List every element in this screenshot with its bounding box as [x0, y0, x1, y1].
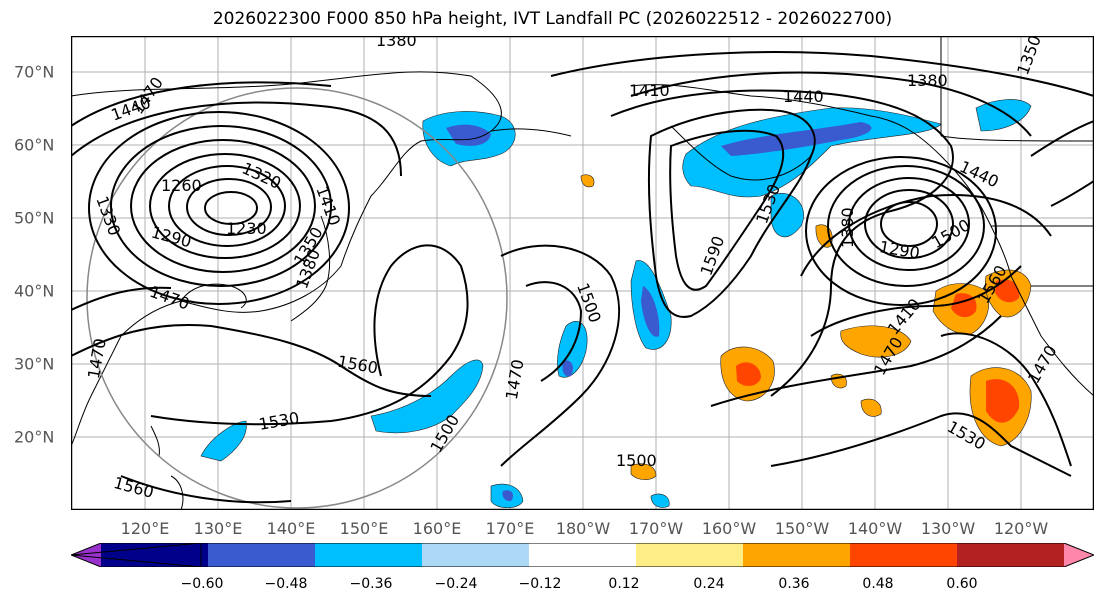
map-title: 2026022300 F000 850 hPa height, IVT Land… — [212, 9, 893, 29]
contour-label: 1500 — [616, 451, 657, 470]
lat-tick-label: 20°N — [14, 427, 55, 447]
colorbar-tick-label: 0.24 — [693, 576, 725, 592]
colorbar-outline — [71, 543, 202, 567]
colorbar-segment — [636, 543, 744, 567]
colorbar-segment — [422, 543, 530, 567]
lon-tick-label: 130°W — [920, 519, 976, 538]
lon-tick-label: 160°W — [701, 519, 757, 538]
colorbar-tick-label: −0.24 — [434, 576, 478, 592]
colorbar-segment — [529, 543, 637, 567]
colorbar-tick-label: −0.36 — [349, 576, 393, 592]
contour-label: 1380 — [838, 207, 857, 248]
lon-tick-label: 180°W — [555, 519, 611, 538]
contour-label: 1380 — [907, 71, 948, 90]
colorbar-segment — [208, 543, 316, 567]
map-panel: 1380 1470 1440 1410 1440 1380 1350 1260 … — [71, 36, 1094, 510]
colorbar-extend-high — [1064, 543, 1094, 567]
colorbar-tick-label: −0.48 — [264, 576, 308, 592]
colorbar-segment — [850, 543, 958, 567]
lon-tick-label: 170°E — [485, 519, 535, 538]
lon-tick-label: 140°W — [847, 519, 903, 538]
contour-label: 1440 — [783, 87, 824, 106]
lon-tick-label: 170°W — [628, 519, 684, 538]
colorbar — [71, 543, 1094, 567]
colorbar-extend-low — [71, 543, 101, 567]
height-contours — [71, 51, 1094, 504]
lon-tick-label: 120°E — [120, 519, 170, 538]
colorbar-segment — [101, 543, 209, 567]
map-frame — [71, 36, 1094, 510]
lon-tick-label: 150°W — [774, 519, 830, 538]
colorbar-tick-label: 0.48 — [862, 576, 894, 592]
lon-tick-label: 120°W — [993, 519, 1049, 538]
lat-tick-label: 70°N — [14, 62, 55, 82]
colorbar-segment — [315, 543, 423, 567]
colorbar-tick-label: 0.60 — [946, 576, 978, 592]
lon-tick-label: 140°E — [266, 519, 316, 538]
colorbar-segment — [743, 543, 851, 567]
lat-tick-label: 60°N — [14, 135, 55, 155]
contour-label: 1260 — [161, 176, 202, 195]
lat-tick-label: 30°N — [14, 354, 55, 374]
lon-tick-label: 130°E — [193, 519, 243, 538]
region-circle — [86, 87, 508, 509]
contour-label: 1410 — [629, 81, 670, 100]
colorbar-tick-label: −0.60 — [180, 576, 224, 592]
colorbar-tick-label: 0.36 — [778, 576, 810, 592]
contour-label: 1380 — [376, 36, 417, 50]
lat-tick-label: 40°N — [14, 281, 55, 301]
lon-tick-label: 160°E — [412, 519, 462, 538]
colorbar-tick-label: 0.12 — [608, 576, 640, 592]
ivt-positive-shading — [580, 174, 1032, 480]
contour-label: 1230 — [226, 219, 267, 238]
lon-tick-label: 150°E — [339, 519, 389, 538]
lat-tick-label: 50°N — [14, 208, 55, 228]
colorbar-tick-label: −0.12 — [518, 576, 562, 592]
colorbar-segment — [957, 543, 1065, 567]
